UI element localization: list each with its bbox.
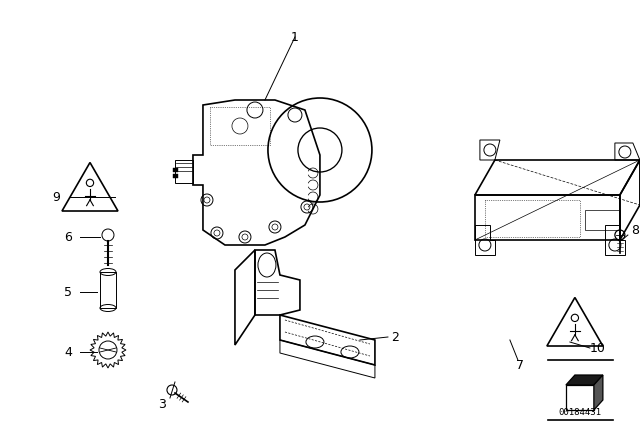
Bar xyxy=(173,174,178,178)
Polygon shape xyxy=(566,375,603,385)
Text: 00184431: 00184431 xyxy=(558,408,602,417)
Text: 9: 9 xyxy=(52,190,60,203)
Text: 3: 3 xyxy=(158,397,166,410)
Text: 7: 7 xyxy=(516,358,524,371)
Polygon shape xyxy=(594,375,603,410)
Text: 8: 8 xyxy=(631,224,639,237)
Text: 6: 6 xyxy=(64,231,72,244)
Text: 2: 2 xyxy=(391,331,399,344)
Text: 10: 10 xyxy=(590,341,606,354)
Bar xyxy=(100,272,116,308)
Text: 4: 4 xyxy=(64,345,72,358)
Text: 5: 5 xyxy=(64,285,72,298)
Bar xyxy=(173,168,178,172)
Text: 1: 1 xyxy=(291,30,299,43)
